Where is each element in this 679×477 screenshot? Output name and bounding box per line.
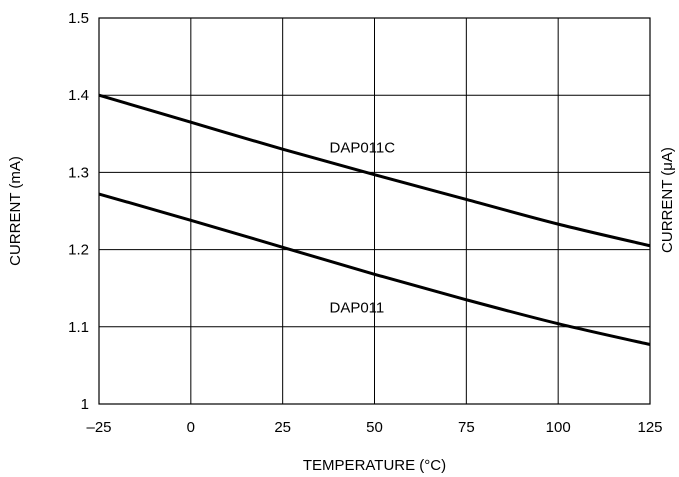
y-tick-label: 1 bbox=[81, 396, 89, 413]
x-tick-label: 75 bbox=[458, 419, 475, 436]
grid bbox=[99, 18, 650, 404]
x-tick-labels: –25 0 25 50 75 100 125 bbox=[86, 419, 662, 436]
x-tick-label: 100 bbox=[546, 419, 571, 436]
right-axis-title: CURRENT (μA) bbox=[659, 147, 676, 253]
series-line-dap011 bbox=[98, 192, 651, 347]
y-tick-label: 1.1 bbox=[68, 319, 89, 336]
x-tick-label: 50 bbox=[366, 419, 383, 436]
x-tick-label: 125 bbox=[637, 419, 662, 436]
y-tick-labels: 1 1.1 1.2 1.3 1.4 1.5 bbox=[68, 10, 89, 413]
x-tick-label: –25 bbox=[86, 419, 111, 436]
series-label-dap011: DAP011 bbox=[330, 299, 385, 316]
series-label-dap011c: DAP011C bbox=[330, 140, 396, 157]
right-axis-title-clip: CURRENT (μA) bbox=[659, 147, 676, 253]
plot-frame bbox=[98, 17, 651, 405]
x-tick-label: 0 bbox=[187, 419, 195, 436]
series-group: DAP011C DAP011 bbox=[98, 93, 651, 347]
y-tick-label: 1.4 bbox=[68, 87, 89, 104]
y-tick-label: 1.5 bbox=[68, 10, 89, 27]
x-axis-title: TEMPERATURE (°C) bbox=[303, 457, 446, 474]
x-tick-label: 25 bbox=[274, 419, 291, 436]
series-line-dap011c bbox=[98, 93, 651, 248]
y-tick-label: 1.2 bbox=[68, 242, 89, 259]
y-tick-label: 1.3 bbox=[68, 164, 89, 181]
y-axis-title: CURRENT (mA) bbox=[7, 156, 24, 266]
